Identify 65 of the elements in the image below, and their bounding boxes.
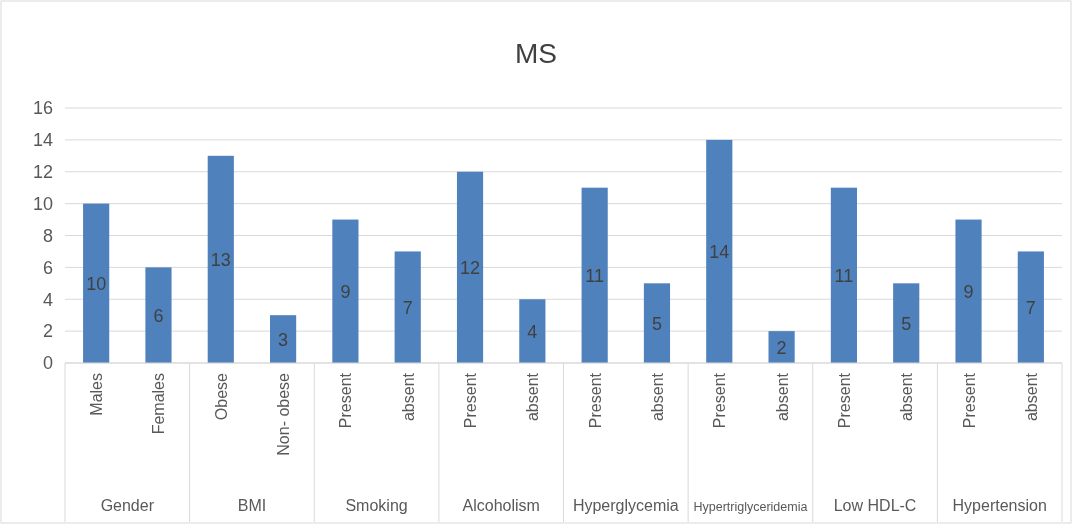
chart-title: MS (515, 38, 557, 69)
bar (145, 267, 172, 363)
y-tick-label: 8 (42, 225, 53, 246)
x-tick-label: Present (960, 372, 978, 429)
text: Hypertriglyceridemia (693, 500, 808, 514)
data-label: 7 (1025, 298, 1036, 319)
text: Hypertension (952, 497, 1047, 514)
data-label: 12 (460, 258, 481, 279)
bar (643, 283, 671, 363)
data-label: 7 (402, 298, 413, 319)
bar (519, 299, 546, 363)
x-tick-label: Females (150, 373, 168, 435)
text: Hyperglycemia (572, 497, 679, 514)
data-label: 9 (963, 282, 974, 303)
x-tick-label: absent (773, 372, 791, 422)
text: Smoking (345, 497, 408, 514)
data-label: 13 (210, 250, 231, 271)
data-label: 5 (651, 314, 662, 335)
text: BMI (237, 497, 267, 514)
y-tick-label: 10 (32, 193, 53, 214)
y-tick-label: 6 (42, 257, 53, 278)
x-tick-label: Non- obese (275, 372, 293, 456)
y-tick-label: 4 (42, 289, 53, 310)
x-tick-label: Obese (212, 372, 230, 421)
bar (270, 315, 297, 363)
x-tick-label: Present (462, 372, 480, 429)
bar (394, 251, 421, 363)
bar (893, 283, 920, 363)
y-tick-label: 0 (42, 353, 53, 374)
x-tick-label: absent (399, 372, 417, 422)
x-tick-label: Males (88, 373, 106, 416)
data-label: 2 (776, 338, 787, 359)
x-tick-label: absent (1022, 372, 1040, 422)
x-tick-label: absent (524, 372, 542, 422)
bar (706, 139, 733, 363)
x-tick-label: absent (648, 372, 666, 422)
text: Low HDL-C (833, 497, 917, 514)
data-label: 11 (585, 266, 604, 287)
bar (581, 187, 608, 363)
bar (83, 203, 110, 363)
bar (456, 171, 484, 363)
data-label: 9 (340, 282, 351, 303)
bar (830, 187, 857, 363)
bar (332, 219, 359, 363)
bar (955, 219, 982, 363)
text: Gender (100, 497, 155, 514)
data-label: 4 (527, 322, 538, 343)
x-tick-label: absent (898, 372, 916, 422)
y-tick-label: 16 (32, 98, 53, 119)
data-label: 3 (278, 330, 289, 351)
x-tick-label: Present (586, 372, 604, 429)
y-tick-label: 12 (32, 162, 53, 183)
data-label: 10 (86, 274, 107, 295)
text: Alcoholism (462, 497, 540, 514)
data-label: 5 (901, 314, 912, 335)
y-tick-label: 2 (42, 321, 53, 342)
data-label: 14 (709, 242, 730, 263)
data-label: 6 (153, 306, 164, 327)
data-label: 11 (834, 266, 854, 287)
x-tick-label: Present (337, 372, 355, 429)
bar (207, 155, 234, 363)
y-tick-label: 14 (32, 130, 53, 151)
x-tick-label: Present (711, 372, 729, 429)
bar (1017, 251, 1044, 363)
x-tick-label: Present (835, 372, 853, 429)
